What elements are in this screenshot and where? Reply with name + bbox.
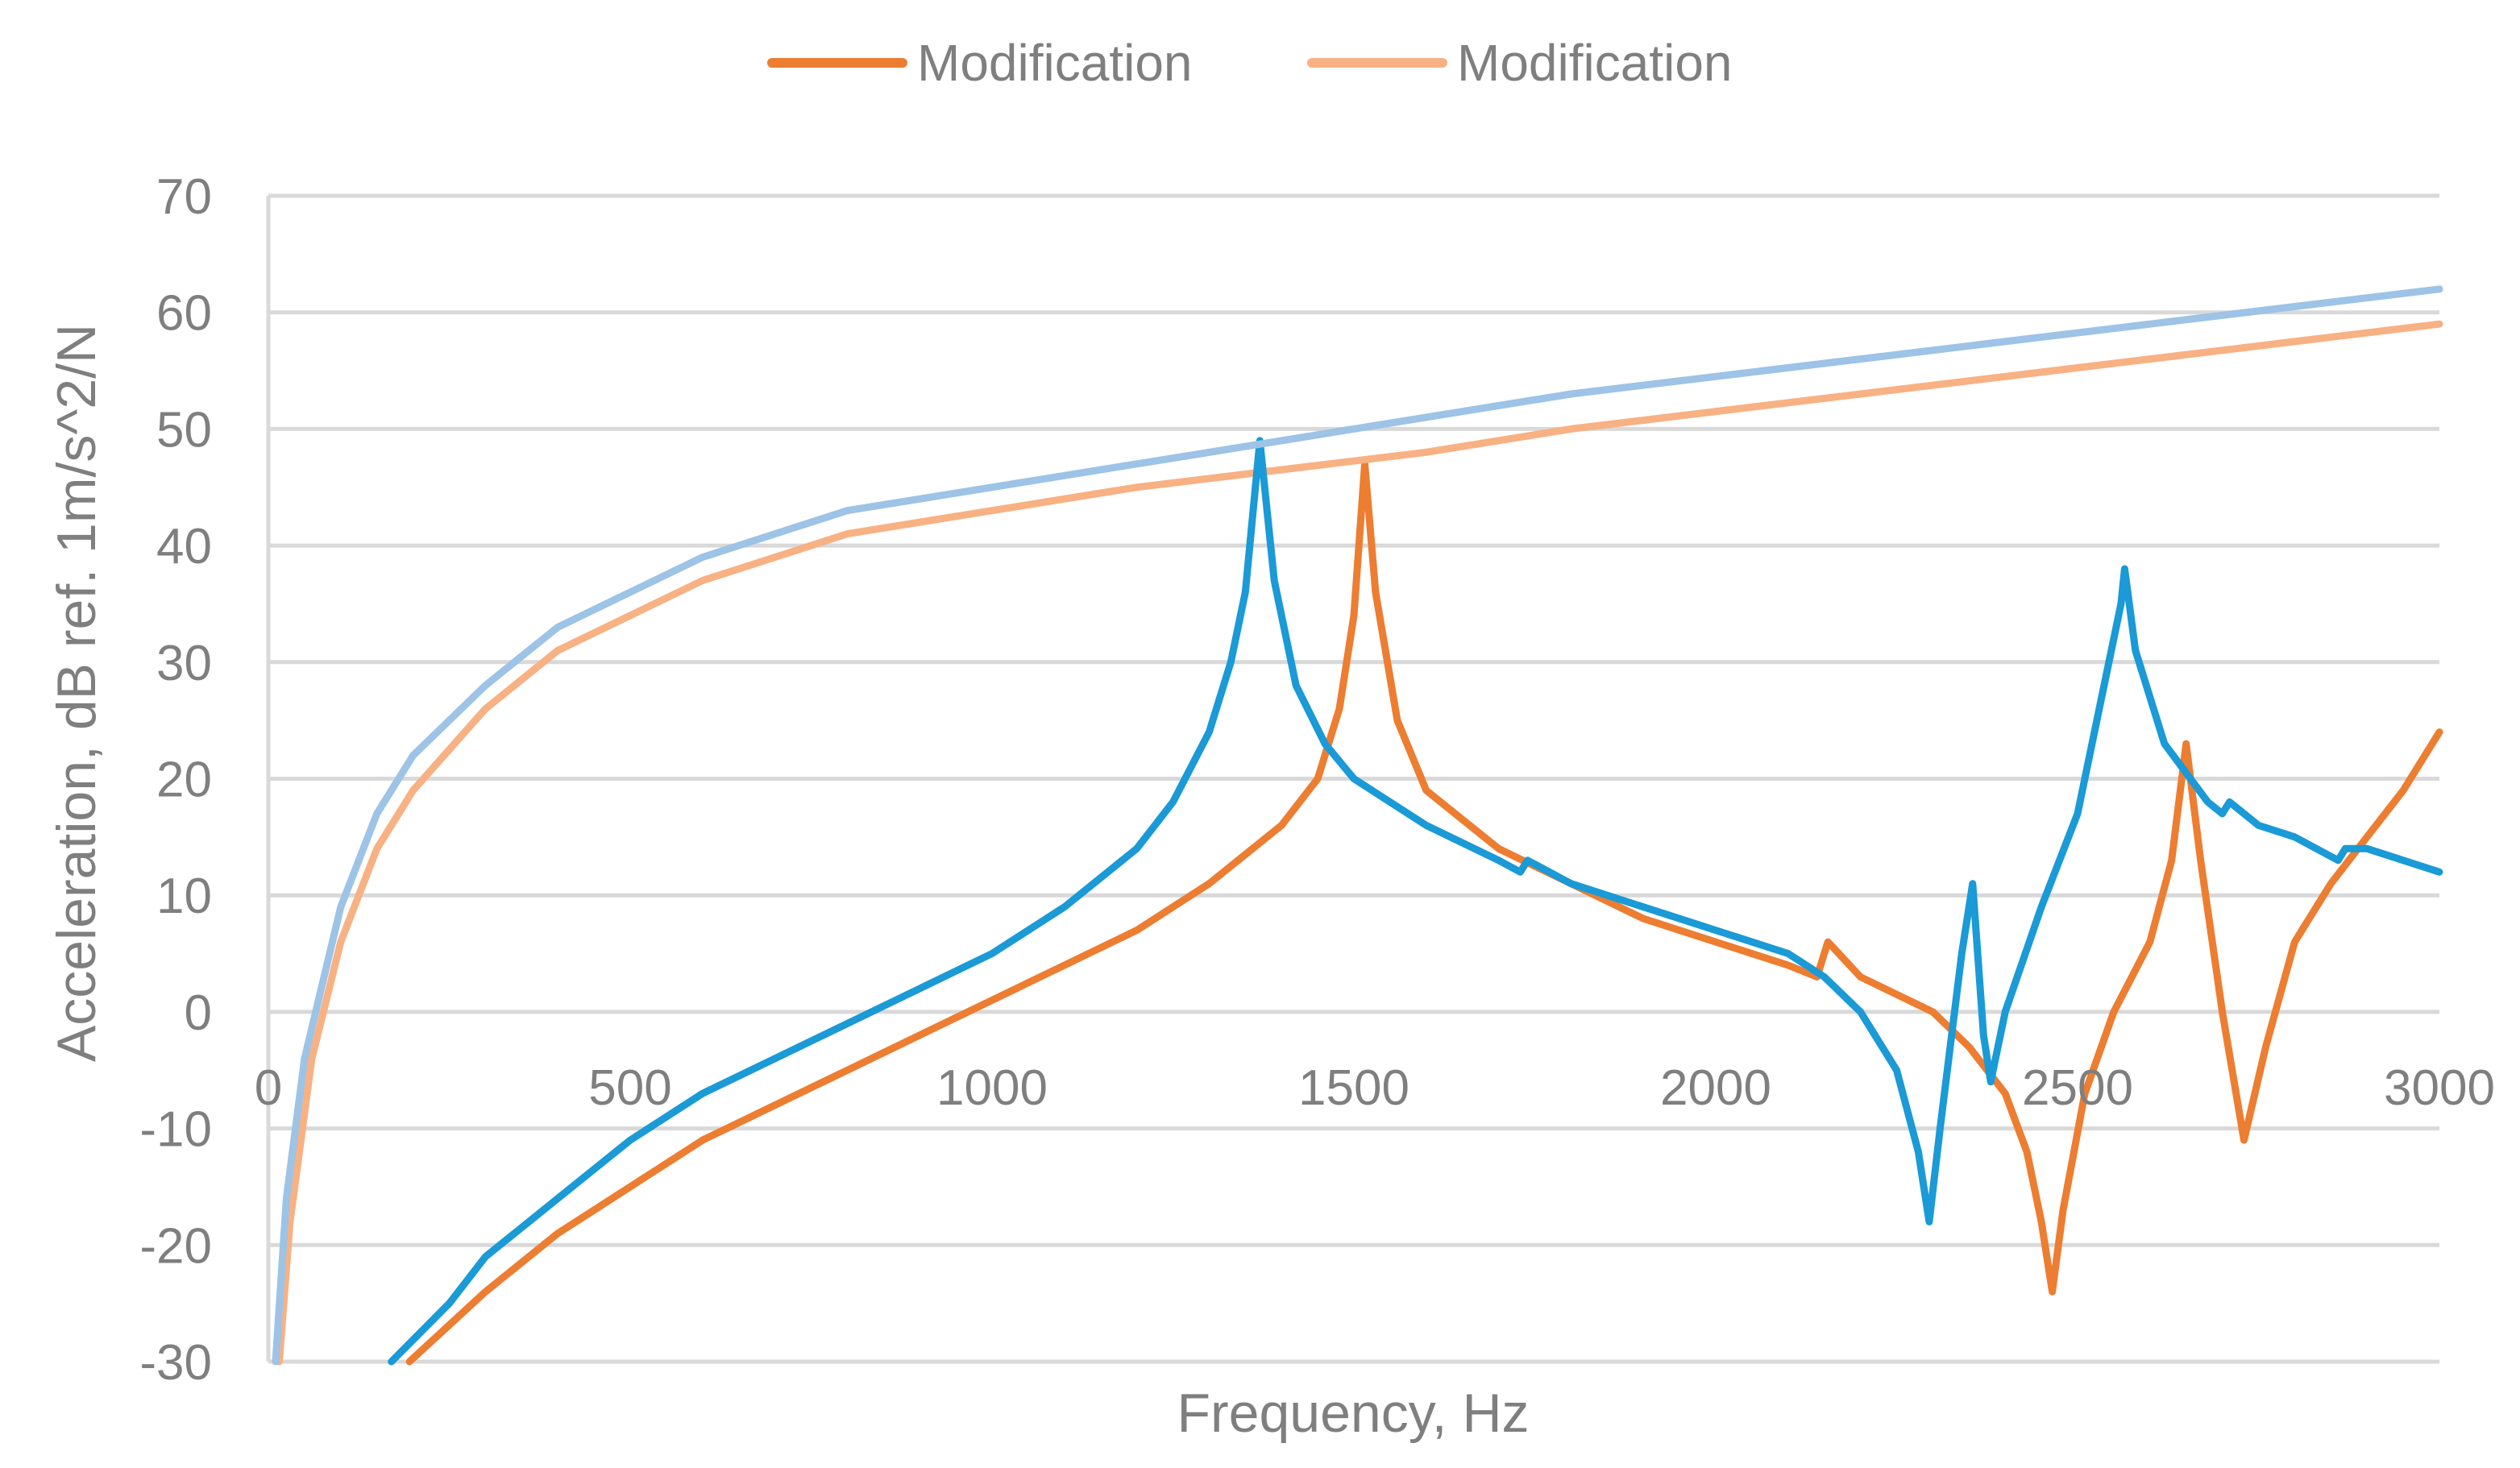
y-tick-label: -20 — [139, 1218, 212, 1274]
y-tick-label: 10 — [156, 869, 212, 924]
y-axis-title: Acceleration, dB ref. 1m/s^2/N — [46, 324, 107, 1062]
y-tick-label: 0 — [185, 985, 212, 1041]
y-tick-label: 20 — [156, 753, 212, 808]
x-tick-label: 0 — [255, 1060, 282, 1116]
legend: Modification Modification — [767, 34, 1733, 92]
x-tick-label: 500 — [588, 1060, 671, 1116]
y-tick-label: 70 — [156, 169, 212, 225]
x-tick-label: 1500 — [1298, 1060, 1409, 1116]
y-tick-label: -10 — [139, 1102, 212, 1158]
series-lines — [272, 285, 2443, 1366]
series-line-2 — [388, 437, 2443, 1366]
x-tick-label: 3000 — [2384, 1060, 2495, 1116]
x-tick-label: 2500 — [2022, 1060, 2133, 1116]
x-tick-labels: 0 500 1000 1500 2000 2500 3000 — [255, 1060, 2495, 1116]
y-tick-label: 40 — [156, 519, 212, 574]
x-axis-title: Frequency, Hz — [1177, 1383, 1529, 1444]
series-line-0 — [405, 460, 2443, 1366]
y-tick-label: 60 — [156, 286, 212, 342]
legend-label-0: Modification — [917, 34, 1193, 92]
y-tick-labels: 70 60 50 40 30 20 10 0 -10 -20 -30 — [139, 169, 212, 1391]
y-tick-label: -30 — [139, 1335, 212, 1391]
y-tick-label: 30 — [156, 636, 212, 691]
series-line-1 — [276, 320, 2443, 1366]
x-tick-label: 1000 — [936, 1060, 1048, 1116]
series-line-3 — [272, 285, 2443, 1366]
x-tick-label: 2000 — [1660, 1060, 1771, 1116]
y-tick-label: 50 — [156, 402, 212, 458]
legend-label-1: Modification — [1457, 34, 1733, 92]
